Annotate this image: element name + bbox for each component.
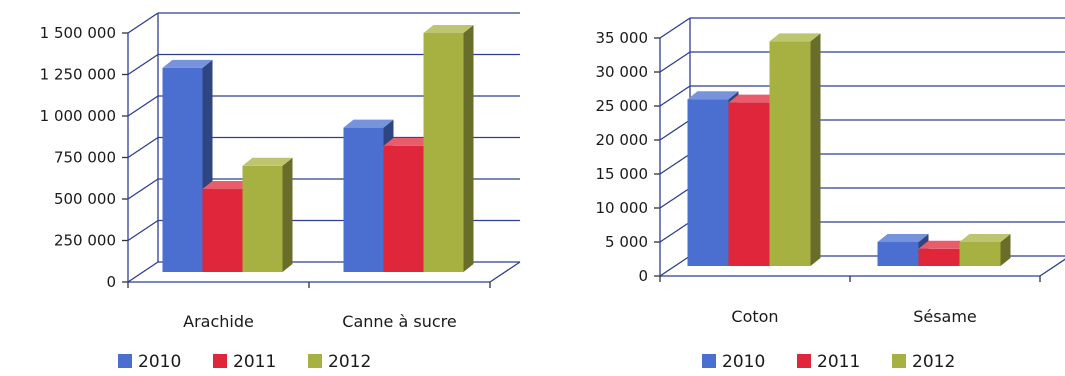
x-category-label: Sésame [913,307,977,326]
bar-arachide-2010 [162,59,213,272]
bar-front [769,41,811,267]
bar-front [162,67,203,272]
bar-canne-à-sucre-2010 [343,119,394,273]
y-tick-label: 1 500 000 [40,24,116,42]
bar-side [810,33,821,267]
bar-top [769,33,821,42]
legend-label: 2012 [912,352,955,372]
legend-label: 2010 [722,352,765,372]
y-tick-label: 750 000 [54,149,116,167]
bar-top [728,94,780,103]
grid-side-line [127,261,159,283]
legend-swatch [892,354,906,368]
bar-top [918,240,970,249]
legend: 2010 2011 2012 [118,352,371,372]
bar-top [343,119,394,128]
y-tick-label: 25 000 [596,97,649,115]
grid-side-line [127,178,159,200]
legend-swatch [797,354,811,368]
y-tick-label: 0 [106,273,116,291]
bar-top [202,181,253,190]
x-category-label: Canne à sucre [342,312,456,331]
grid-side-line [659,51,691,73]
bar-front [202,189,243,272]
floor-edge [489,261,521,283]
bar-top [383,137,434,146]
y-tick-label: 20 000 [596,131,649,149]
y-tick-label: 10 000 [596,199,649,217]
bar-front [383,145,424,272]
y-tick-label: 250 000 [54,232,116,250]
bar-top [162,59,213,68]
chart-left: 0 250 000 500 000 750 000 1 000 000 1 250 000… [40,12,521,372]
bar-coton-2012 [769,33,821,267]
grid-side-line [659,255,691,277]
legend-swatch [702,354,716,368]
grid-side-line [659,153,691,175]
bar-top [877,234,929,242]
y-tick-label: 1 000 000 [40,107,116,125]
bar-arachide-2012 [242,157,293,272]
y-tick-label: 15 000 [596,165,649,183]
grid-side-line [659,85,691,107]
grid-side-line [659,187,691,209]
x-category-label: Arachide [183,312,254,331]
bar-side [282,157,293,272]
grid-side-line [127,53,159,76]
legend-swatch [118,354,132,368]
grid-side-line [659,17,691,39]
bar-side [463,25,474,272]
bar-front [959,242,1001,266]
bar-sésame-2012 [959,234,1011,266]
grid-side-line [659,221,691,243]
legend-label: 2012 [328,352,371,372]
legend: 2010 2011 2012 [702,352,955,372]
grid-side-line [127,136,159,159]
legend-label: 2011 [233,352,276,372]
legend-swatch [308,354,322,368]
bar-top [959,234,1011,242]
bar-front [423,33,464,272]
bar-front [242,165,283,272]
y-tick-label: 5 000 [605,233,648,251]
chart-right: 0 5 000 10 000 15 000 20 000 25 000 30 000 35 0… [596,17,1065,372]
legend-swatch [213,354,227,368]
bar-front [877,242,919,266]
y-tick-label: 0 [638,267,648,285]
grid-side-line [127,219,159,242]
x-category-label: Coton [731,307,778,326]
bar-front [918,248,960,266]
y-tick-label: 35 000 [596,29,649,47]
bar-front [687,99,729,266]
grid-side-line [127,12,159,34]
bar-front [728,102,770,266]
bar-top [242,157,293,166]
bar-top [687,91,739,100]
floor-edge [1039,258,1065,277]
y-tick-label: 30 000 [596,63,649,81]
y-tick-label: 1 250 000 [40,66,116,84]
bars [162,25,474,273]
grid-side-line [127,95,159,117]
y-tick-label: 500 000 [54,190,116,208]
bar-canne-à-sucre-2012 [423,25,474,272]
grid-side-line [659,119,691,141]
bar-top [423,25,474,33]
bar-side [1000,234,1011,266]
bar-front [343,127,384,273]
legend-label: 2011 [817,352,860,372]
legend-label: 2010 [138,352,181,372]
bars [687,33,1011,267]
